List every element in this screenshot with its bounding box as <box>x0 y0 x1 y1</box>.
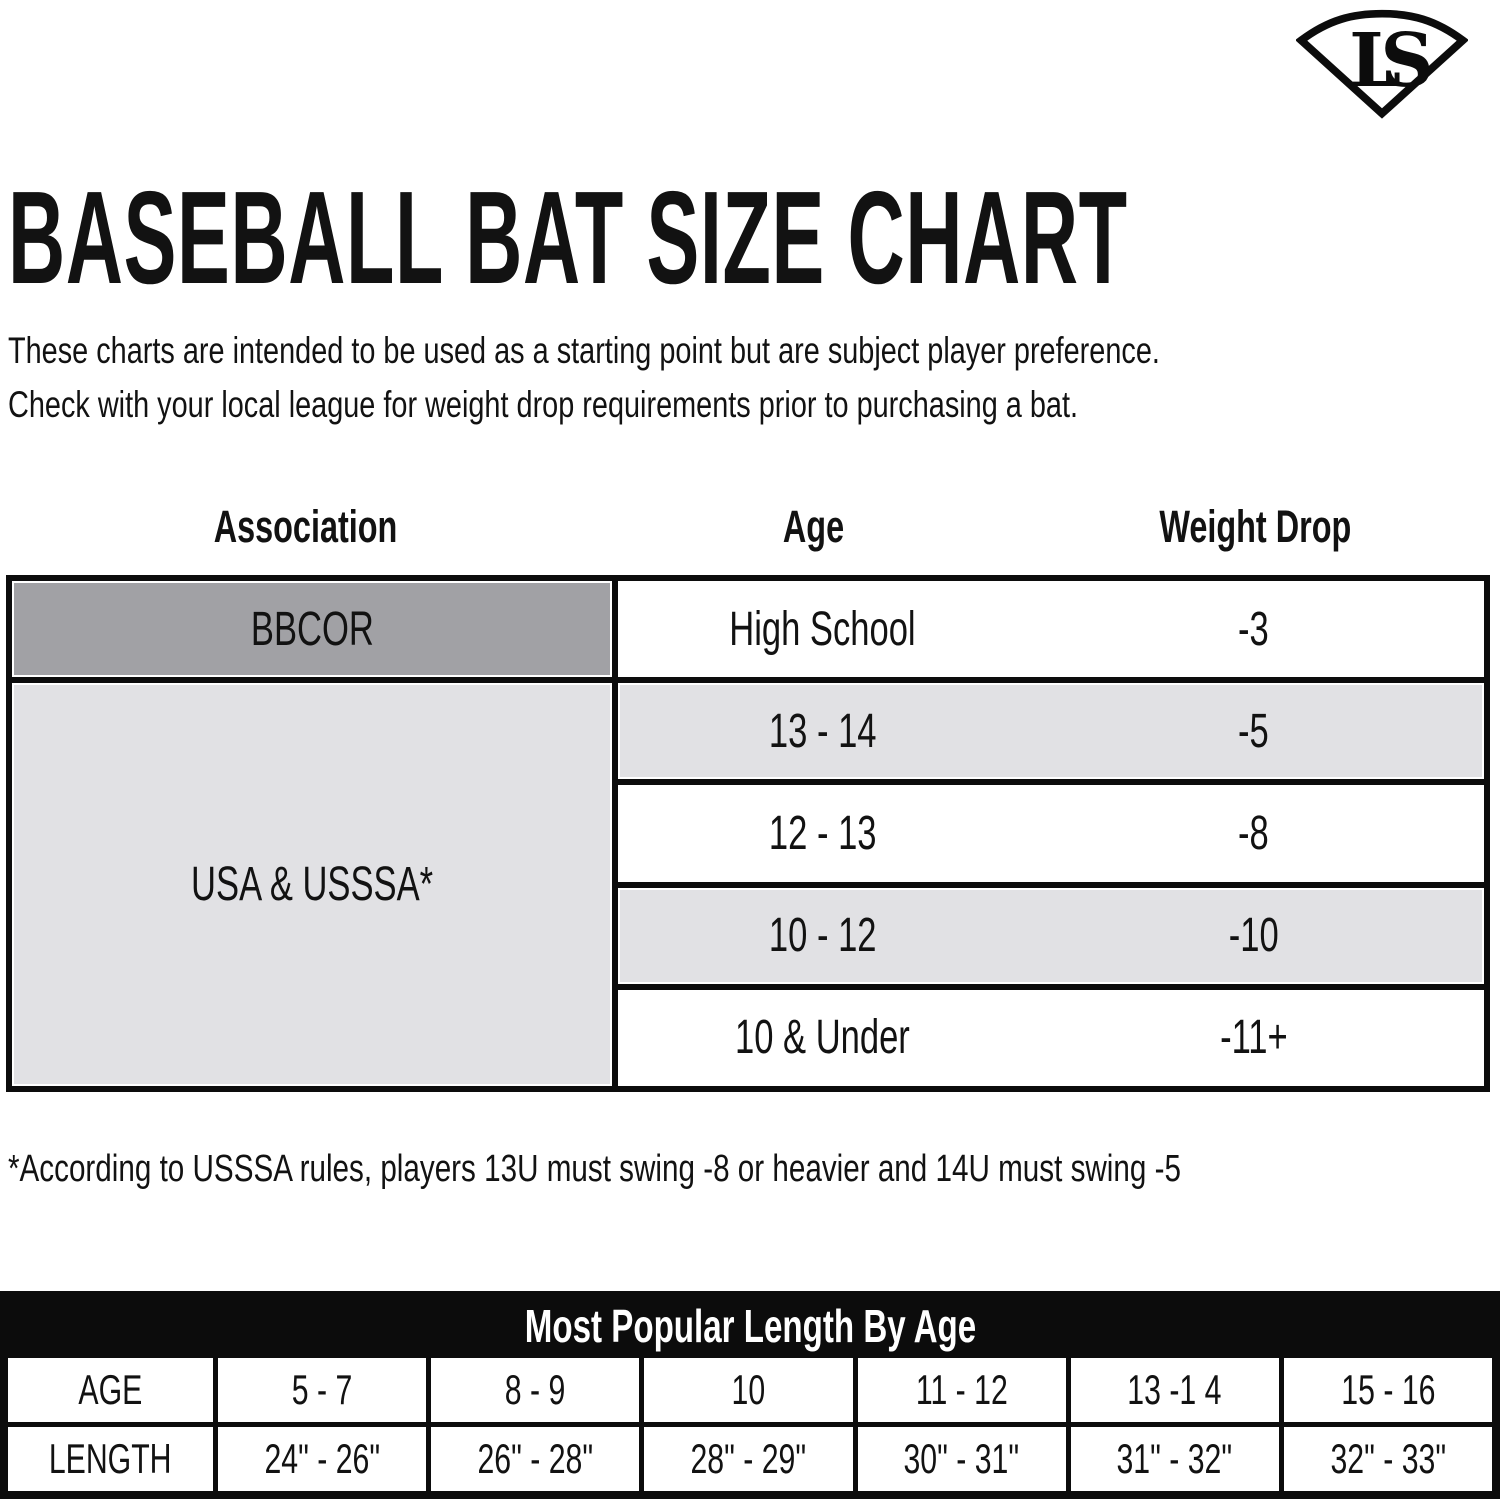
length-cell-text: 24" - 26" <box>264 1435 380 1482</box>
main-table-column-headers: Association Age Weight Drop <box>6 496 1490 558</box>
table-row: 10 - 12 -10 <box>618 887 1484 984</box>
age-cell: 8 - 9 <box>431 1358 640 1422</box>
intro-line-1: These charts are intended to be used as … <box>8 330 1160 371</box>
length-cell-text: 32" - 33" <box>1330 1435 1446 1482</box>
length-cell: 26" - 28" <box>431 1427 640 1491</box>
age-cell: 15 - 16 <box>1283 1358 1492 1422</box>
age-cell-text: 8 - 9 <box>504 1366 566 1413</box>
popular-length-grid: AGE 5 - 7 8 - 9 10 11 - 12 13 -1 4 15 - … <box>8 1358 1492 1491</box>
age-cell-text: 15 - 16 <box>1340 1366 1435 1413</box>
age-cell: 10 <box>644 1358 853 1422</box>
popular-length-title-text: Most Popular Length By Age <box>524 1300 976 1352</box>
header-association: Association <box>214 501 398 552</box>
length-cell: 24" - 26" <box>218 1427 427 1491</box>
length-cell-text: 30" - 31" <box>903 1435 1020 1482</box>
logo-diamond-shape <box>1296 9 1468 119</box>
header-age: Age <box>783 501 845 552</box>
weight-drop-value: -10 <box>1228 909 1279 963</box>
table-row-bbcor: High School -3 <box>618 581 1484 678</box>
intro-line-2: Check with your local league for weight … <box>8 383 1079 425</box>
length-row-label-text: LENGTH <box>49 1435 172 1482</box>
length-cell: 28" - 29" <box>644 1427 853 1491</box>
association-cell-bbcor: BBCOR <box>12 581 612 678</box>
age-cell-text: 11 - 12 <box>915 1366 1008 1413</box>
footnote-text: *According to USSSA rules, players 13U m… <box>8 1148 1181 1190</box>
age-cell-text: 10 <box>731 1366 766 1413</box>
table-row: 12 - 13 -8 <box>618 785 1484 882</box>
usssa-footnote: *According to USSSA rules, players 13U m… <box>8 1148 1500 1191</box>
popular-length-table: Most Popular Length By Age AGE 5 - 7 8 -… <box>0 1291 1500 1499</box>
length-cell-text: 31" - 32" <box>1116 1435 1233 1482</box>
weight-drop-value: -3 <box>1238 602 1269 656</box>
page-title: BASEBALL BAT SIZE CHART <box>8 164 1128 311</box>
weight-drop-value: -11+ <box>1219 1011 1288 1065</box>
louisville-slugger-logo-icon: LS <box>1296 9 1468 119</box>
age-cell: 5 - 7 <box>218 1358 427 1422</box>
age-cell-text: 5 - 7 <box>291 1366 353 1413</box>
weight-drop-value: -5 <box>1238 704 1269 758</box>
table-row: 13 - 14 -5 <box>618 683 1484 780</box>
length-row-label: LENGTH <box>8 1427 213 1491</box>
association-cell-usa-usssa: USA & USSSA* <box>12 683 612 1086</box>
age-cell: 13 -1 4 <box>1070 1358 1279 1422</box>
popular-length-title: Most Popular Length By Age <box>8 1299 1492 1353</box>
table-row: 10 & Under -11+ <box>618 989 1484 1086</box>
association-label: BBCOR <box>250 602 374 656</box>
length-cell: 30" - 31" <box>857 1427 1066 1491</box>
age-cell: 11 - 12 <box>857 1358 1066 1422</box>
length-cell: 31" - 32" <box>1070 1427 1279 1491</box>
age-value: 10 - 12 <box>768 909 877 963</box>
bat-size-table: BBCOR High School -3 USA & USSSA* 13 - 1… <box>6 575 1490 1092</box>
age-value: High School <box>729 602 916 656</box>
age-value: 13 - 14 <box>768 704 877 758</box>
length-cell: 32" - 33" <box>1283 1427 1492 1491</box>
age-value: 12 - 13 <box>768 806 877 860</box>
header-weight-drop: Weight Drop <box>1159 501 1352 552</box>
age-row-label-text: AGE <box>78 1366 143 1413</box>
weight-drop-value: -8 <box>1238 806 1269 860</box>
intro-paragraph: These charts are intended to be used as … <box>8 324 1485 431</box>
age-value: 10 & Under <box>735 1011 910 1065</box>
association-label: USA & USSSA* <box>190 858 434 912</box>
length-cell-text: 26" - 28" <box>477 1435 594 1482</box>
age-row-label: AGE <box>8 1358 213 1422</box>
age-cell-text: 13 -1 4 <box>1127 1366 1222 1413</box>
length-cell-text: 28" - 29" <box>690 1435 807 1482</box>
